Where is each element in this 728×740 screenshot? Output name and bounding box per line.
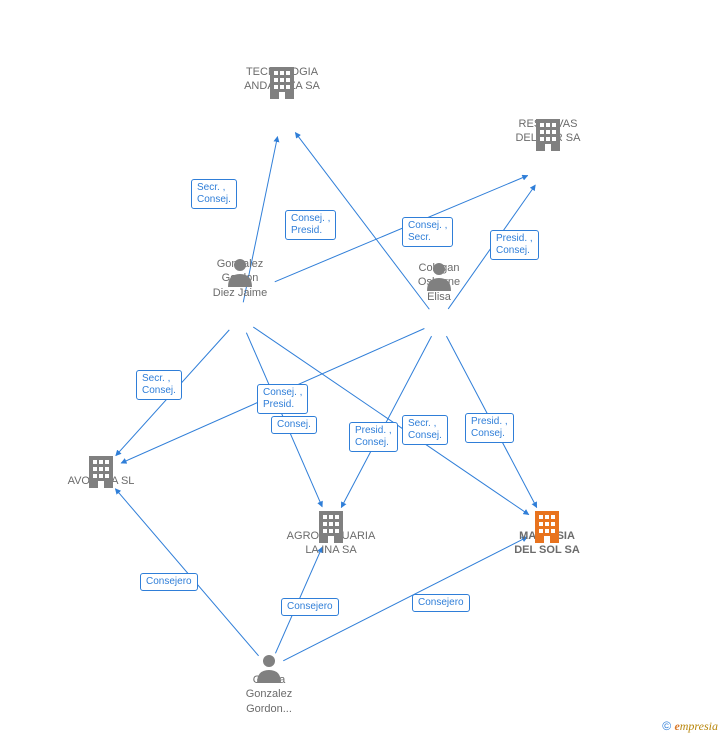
edge-label: Consej. , Presid. bbox=[285, 210, 336, 240]
edge-label: Secr. , Consej. bbox=[136, 370, 182, 400]
company-node[interactable]: TECNOLOGIA ANDALUZA SA bbox=[266, 65, 342, 112]
brand-name: empresia bbox=[674, 719, 718, 733]
edge-label: Consej. , Presid. bbox=[257, 384, 308, 414]
edge-label: Consejero bbox=[412, 594, 470, 612]
company-node[interactable]: AVOCETA SL bbox=[85, 454, 161, 488]
edge-label: Consej. bbox=[271, 416, 317, 434]
edge-label: Presid. , Consej. bbox=[490, 230, 539, 260]
company-node[interactable]: AGROPECUARIA LA INA SA bbox=[315, 509, 391, 558]
edge-label: Consejero bbox=[140, 573, 198, 591]
copyright-symbol: © bbox=[662, 719, 671, 733]
company-node[interactable]: RESERVAS DEL SUR SA bbox=[532, 117, 608, 164]
edges-layer bbox=[0, 0, 728, 740]
edge-label: Secr. , Consej. bbox=[191, 179, 237, 209]
person-node[interactable]: Garcia Gonzalez Gordon... bbox=[255, 653, 329, 716]
edge-label: Presid. , Consej. bbox=[465, 413, 514, 443]
edge-label: Consej. , Secr. bbox=[402, 217, 453, 247]
edge-label: Presid. , Consej. bbox=[349, 422, 398, 452]
company-node[interactable]: MALVASIA DEL SOL SA bbox=[531, 509, 607, 558]
person-node[interactable]: Gonzalez Gordon Diez Jaime bbox=[226, 257, 300, 318]
edge-label: Consejero bbox=[281, 598, 339, 616]
person-node[interactable]: Cologan Osborne Elisa bbox=[425, 261, 499, 322]
footer: © empresia bbox=[662, 719, 718, 734]
diagram-canvas: TECNOLOGIA ANDALUZA SA RESERVAS DEL SUR … bbox=[0, 0, 728, 740]
edge-label: Secr. , Consej. bbox=[402, 415, 448, 445]
